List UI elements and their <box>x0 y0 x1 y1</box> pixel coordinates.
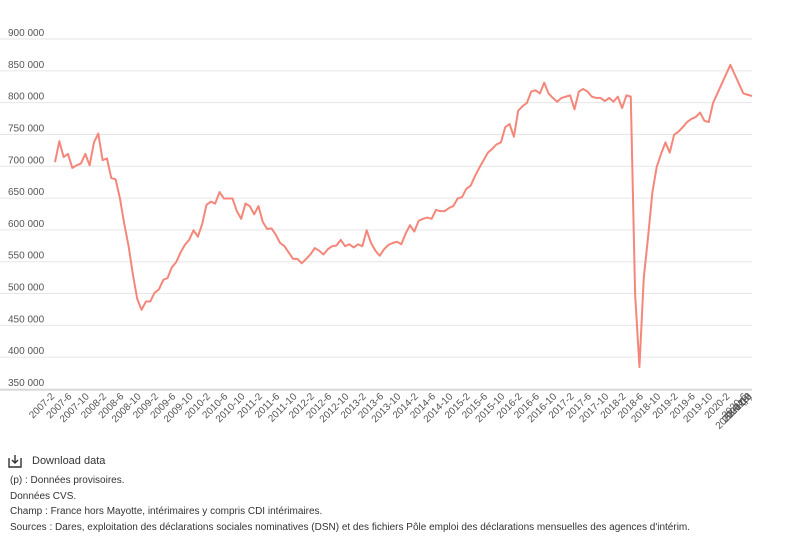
note-provisional: (p) : Données provisoires. <box>10 475 125 486</box>
download-data-button[interactable]: Download data <box>8 454 105 468</box>
y-tick-label: 450 000 <box>8 314 45 325</box>
y-tick-label: 650 000 <box>8 187 45 198</box>
note-cvs: Données CVS. <box>10 490 77 502</box>
y-tick-label: 600 000 <box>8 219 45 230</box>
note-scope: Champ : France hors Mayotte, intérimaire… <box>10 506 323 517</box>
chart-notes: (p) : Données provisoires. Données CVS. … <box>10 473 690 535</box>
gridlines <box>0 38 752 391</box>
y-axis-ticks: 350 000 400 000 450 000 500 000 550 000 600 0… <box>8 28 45 389</box>
y-tick-label: 850 000 <box>8 60 45 71</box>
series-line <box>54 63 753 369</box>
y-tick-label: 350 000 <box>8 378 45 389</box>
y-tick-label: 550 000 <box>8 251 45 262</box>
x-axis-ticks: 2007-22007-62007-102008-22008-62008-1020… <box>27 391 754 432</box>
y-tick-label: 750 000 <box>8 123 45 134</box>
y-tick-label: 700 000 <box>8 155 45 166</box>
download-icon <box>8 455 22 468</box>
y-tick-label: 800 000 <box>8 92 45 103</box>
y-tick-label: 900 000 <box>8 28 45 39</box>
download-data-label: Download data <box>32 455 106 467</box>
y-tick-label: 400 000 <box>8 346 45 357</box>
note-sources: Sources : Dares, exploitation des déclar… <box>10 521 691 533</box>
series-layer <box>54 63 753 369</box>
y-tick-label: 500 000 <box>8 283 45 294</box>
line-chart: 350 000 400 000 450 000 500 000 550 000 600 0… <box>0 28 754 432</box>
